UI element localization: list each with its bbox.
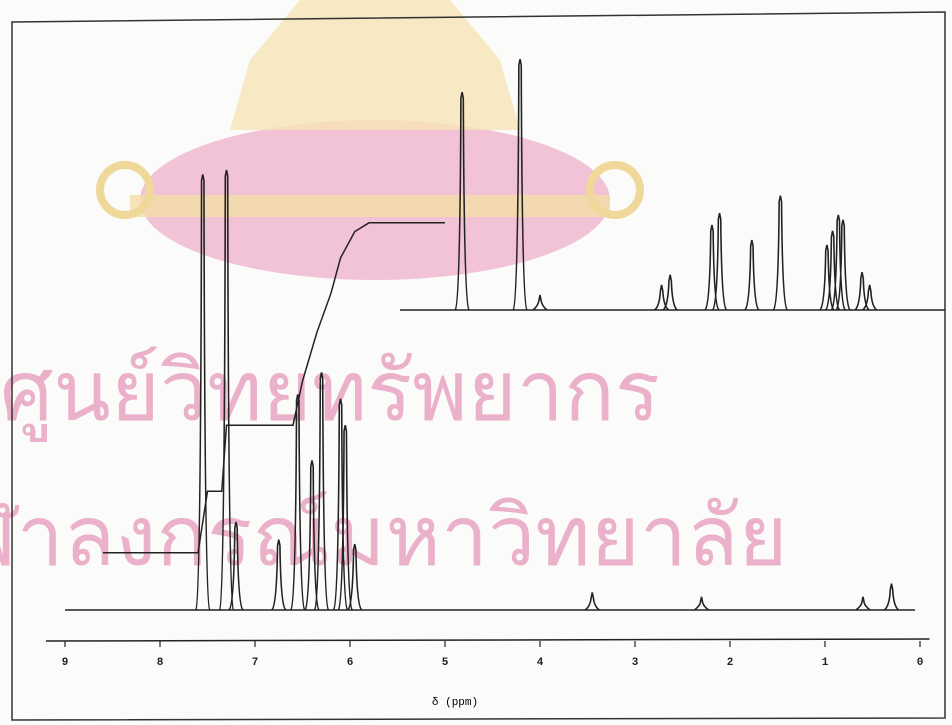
frame xyxy=(11,11,946,721)
peak xyxy=(347,543,363,611)
peak xyxy=(290,394,306,611)
peak xyxy=(313,372,330,611)
peak xyxy=(704,224,720,311)
peak xyxy=(662,274,678,311)
x-tick-label: 8 xyxy=(157,657,164,669)
peak xyxy=(228,521,244,611)
x-tick-label: 3 xyxy=(632,657,639,669)
x-tick-label: 9 xyxy=(62,657,69,669)
peak xyxy=(454,92,470,311)
x-tick-label: 6 xyxy=(347,657,354,669)
emblem-knot-left xyxy=(96,161,154,219)
peak xyxy=(218,169,235,611)
peak xyxy=(512,59,528,311)
peak xyxy=(862,284,878,311)
peak xyxy=(824,230,841,311)
watermark-line2: จุฬาลงกรณ์มหาวิทยาลัย xyxy=(0,487,788,588)
x-tick-label: 7 xyxy=(252,657,259,669)
peak xyxy=(835,219,851,311)
peak xyxy=(271,539,287,611)
x-tick-label: 1 xyxy=(822,657,829,669)
emblem xyxy=(96,0,644,280)
peak xyxy=(584,592,600,611)
peak xyxy=(332,398,349,611)
emblem-bar xyxy=(130,195,610,217)
peak xyxy=(304,460,320,611)
peak xyxy=(693,596,710,611)
emblem-crown xyxy=(230,0,520,130)
peak xyxy=(195,174,211,611)
x-tick-label: 4 xyxy=(537,657,544,669)
x-axis-label: δ (ppm) xyxy=(432,697,478,709)
peak xyxy=(744,239,760,311)
peak xyxy=(830,214,846,311)
peak xyxy=(772,195,789,311)
peak xyxy=(711,213,728,311)
integral-curve xyxy=(103,222,445,554)
x-tick-label: 0 xyxy=(917,657,924,669)
x-tick-label: 5 xyxy=(442,657,449,669)
emblem-knot-right xyxy=(586,161,644,219)
x-axis xyxy=(45,638,930,642)
peak xyxy=(855,596,871,611)
peak xyxy=(819,244,835,311)
x-tick-label: 2 xyxy=(727,657,734,669)
peak xyxy=(532,294,548,311)
peak xyxy=(883,583,900,611)
watermark-line1: ศูนย์วิทยทรัพยากร xyxy=(0,342,660,442)
peak xyxy=(337,425,353,611)
